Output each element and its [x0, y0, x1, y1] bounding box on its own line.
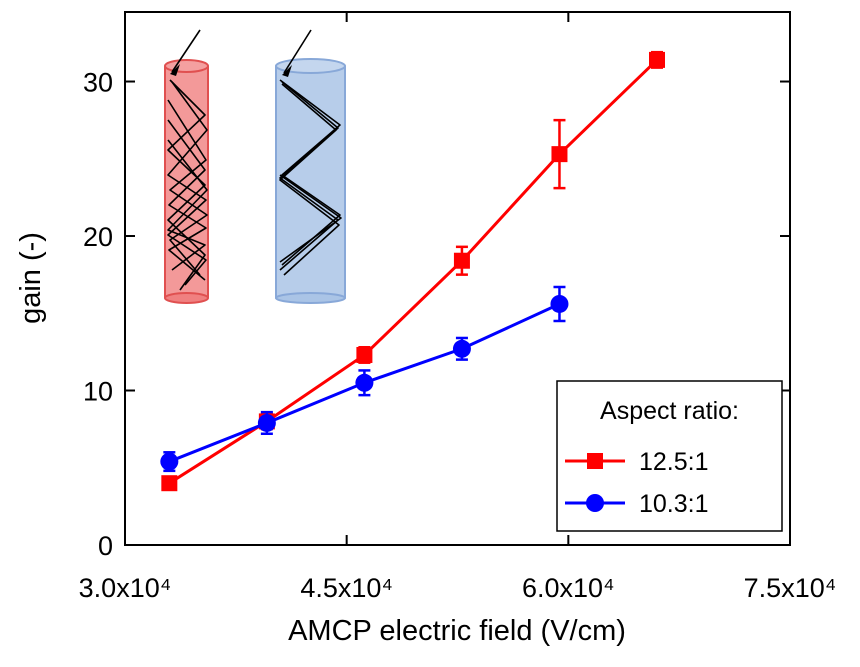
inset-illustration — [164, 29, 346, 304]
x-tick-label: 4.5x10⁴ — [300, 573, 393, 603]
x-tick-label: 6.0x10⁴ — [522, 573, 615, 603]
y-tick-label: 10 — [83, 377, 113, 407]
plot-frame — [124, 11, 791, 546]
x-tick-label: 3.0x10⁴ — [79, 573, 172, 603]
data-point — [356, 346, 373, 363]
data-point — [161, 475, 178, 492]
x-tick-label: 7.5x10⁴ — [744, 573, 837, 603]
data-point — [257, 413, 276, 432]
x-axis-title: AMCP electric field (V/cm) — [288, 615, 626, 647]
legend-label: 10.3:1 — [639, 490, 709, 518]
y-axis-title: gain (-) — [15, 232, 47, 324]
y-tick-label: 30 — [83, 68, 113, 98]
data-point — [355, 373, 374, 392]
legend-label: 12.5:1 — [639, 448, 709, 476]
data-point — [160, 452, 179, 471]
data-point — [452, 339, 471, 358]
series-line — [168, 58, 659, 485]
data-point — [453, 252, 470, 269]
y-tick-label: 20 — [83, 222, 113, 252]
data-point — [551, 146, 568, 163]
y-tick-label: 0 — [98, 531, 113, 561]
legend: Aspect ratio: 12.5:1 10.3:1 — [556, 380, 783, 532]
data-point — [649, 51, 665, 68]
legend-marker — [586, 494, 604, 512]
legend-marker — [587, 453, 603, 469]
legend-title: Aspect ratio: — [600, 397, 739, 425]
data-point — [550, 294, 569, 313]
